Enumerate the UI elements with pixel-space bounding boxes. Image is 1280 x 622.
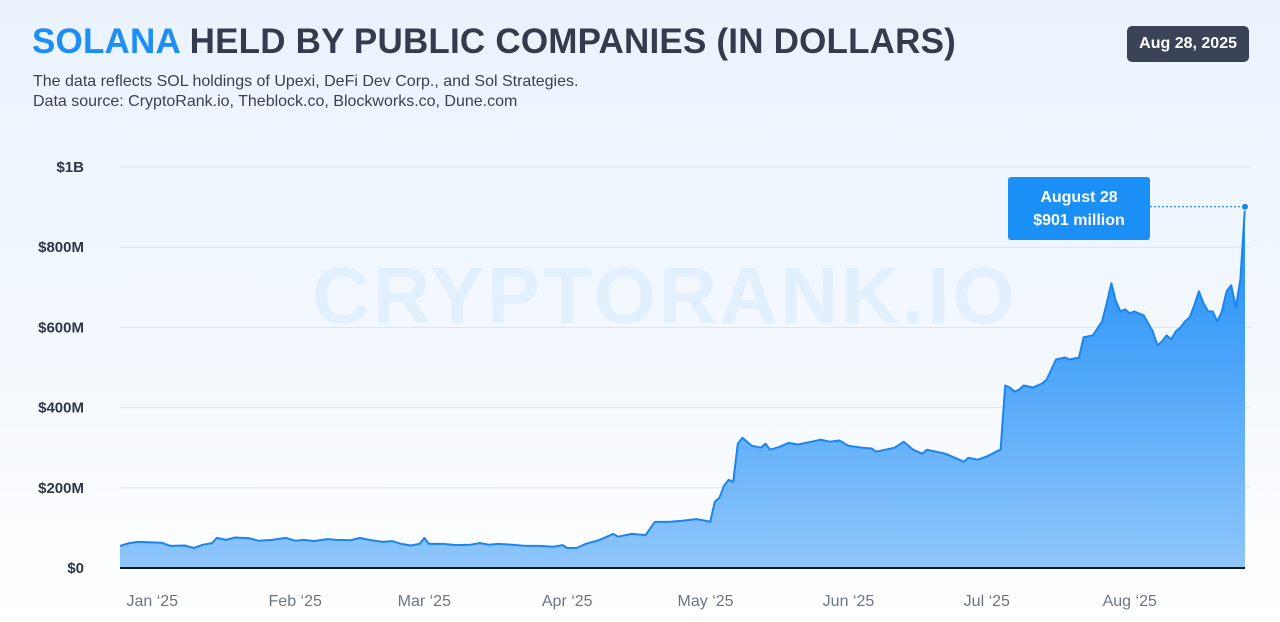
y-axis-labels: $0 $200M $400M $600M $800M $1B [38,159,84,577]
title-accent: SOLANA [32,22,180,61]
x-tick-label: Mar ‘25 [398,593,451,610]
series-line [119,206,1246,549]
highlight-point [1241,202,1249,211]
x-tick-label: Apr ‘25 [542,593,593,610]
highlight-callout: August 28 $901 million [1008,177,1150,240]
x-axis-labels: Jan ‘25 Feb ‘25 Mar ‘25 Apr ‘25 May ‘25 Jun ‘… [126,593,1156,610]
x-tick-label: May ‘25 [678,593,734,610]
x-tick-label: Jan ‘25 [126,593,178,610]
x-tick-label: Jul ‘25 [964,593,1010,610]
callout-value: $901 million [1033,212,1125,229]
y-tick-label: $200M [38,480,84,497]
y-tick-label: $1B [56,159,84,176]
series-area [120,206,1245,568]
x-tick-label: Feb ‘25 [269,593,322,610]
y-tick-label: $600M [38,319,84,336]
subtitle-data-source: Data source: CryptoRank.io, Theblock.co,… [33,93,518,110]
date-badge: Aug 28, 2025 [1127,26,1249,62]
y-tick-label: $800M [38,239,84,256]
series-layer [119,202,1249,569]
callout-date: August 28 [1040,189,1118,206]
y-tick-label: $400M [38,400,84,417]
x-tick-label: Jun ‘25 [823,593,875,610]
x-tick-label: Aug ‘25 [1103,593,1157,610]
y-tick-label: $0 [67,560,84,577]
chart-subtitle: The data reflects SOL holdings of Upexi,… [33,72,578,112]
chart-title: SOLANA HELD BY PUBLIC COMPANIES (IN DOLL… [32,22,956,62]
title-rest: HELD BY PUBLIC COMPANIES (IN DOLLARS) [189,22,957,61]
subtitle-holdings-note: The data reflects SOL holdings of Upexi,… [33,73,579,90]
